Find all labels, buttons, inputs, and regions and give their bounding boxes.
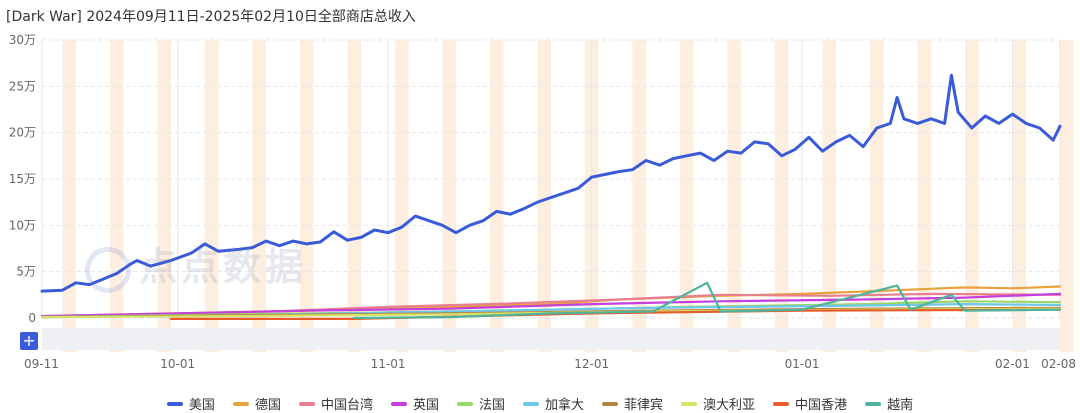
legend-label: 菲律宾 (624, 398, 664, 413)
legend-label: 英国 (412, 398, 439, 413)
legend-swatch (298, 401, 315, 406)
legend-swatch (523, 401, 539, 406)
legend-label: 德国 (254, 398, 281, 413)
legend-swatch (773, 401, 790, 406)
legend-item[interactable]: 澳大利亚 (681, 394, 755, 413)
legend-label: 加拿大 (545, 398, 585, 413)
legend-item[interactable]: 中国台湾 (298, 394, 373, 413)
weekend-band (204, 40, 219, 352)
x-tick-label: 02-08 (1041, 357, 1076, 371)
weekend-band (489, 40, 504, 352)
legend: 美国 德国 中国台湾 英国 法国 加拿大 菲律宾 澳大利亚 中国香港 越南 (0, 394, 1080, 413)
series-line-英国 (40, 292, 1062, 318)
x-tick-label: 09-11 (24, 357, 59, 371)
y-tick-label: 20万 (9, 126, 36, 140)
weekend-band (157, 40, 171, 352)
legend-swatch (865, 401, 882, 406)
watermark-logo-icon (85, 246, 131, 293)
chart-title: [Dark War] 2024年09月11日-2025年02月10日全部商店总收… (6, 9, 416, 25)
legend-item[interactable]: 中国香港 (773, 394, 847, 413)
legend-label: 越南 (887, 398, 914, 413)
series-lines (40, 73, 1062, 320)
weekend-band (774, 40, 789, 352)
weekend-band (964, 40, 979, 352)
zoom-add-button[interactable]: + (20, 332, 38, 350)
y-axis: 0 5万 10万 15万 20万 25万 30万 (9, 33, 36, 325)
legend-label: 中国台湾 (320, 398, 373, 413)
weekend-band (1060, 40, 1074, 352)
y-tick-label: 15万 (9, 172, 36, 186)
y-tick-label: 10万 (9, 218, 36, 232)
legend-swatch (456, 401, 473, 406)
legend-swatch (390, 401, 407, 406)
weekend-band (727, 40, 742, 352)
legend-item[interactable]: 英国 (390, 394, 439, 413)
legend-item[interactable]: 越南 (865, 394, 913, 413)
weekend-band (442, 40, 456, 352)
y-tick-label: 5万 (16, 265, 36, 279)
x-tick-label: 11-01 (371, 357, 406, 371)
weekend-band (394, 40, 409, 352)
grid-lines (41, 39, 1061, 319)
weekend-band (917, 40, 932, 352)
legend-swatch (681, 401, 698, 406)
x-tick-label: 01-01 (785, 357, 820, 371)
legend-swatch (602, 401, 619, 406)
legend-label: 中国香港 (795, 398, 848, 413)
watermark: 点点数据 (85, 236, 307, 293)
legend-label: 美国 (188, 398, 215, 413)
weekend-band (347, 40, 361, 352)
legend-swatch (166, 401, 183, 406)
watermark-text: 点点数据 (139, 245, 308, 289)
x-tick-label: 02-01 (995, 357, 1030, 371)
legend-item[interactable]: 美国 (166, 394, 215, 413)
series-line-越南 (353, 281, 1062, 320)
weekend-band (299, 40, 314, 352)
weekend-shading (62, 40, 1074, 352)
legend-item[interactable]: 法国 (456, 394, 505, 413)
legend-label: 法国 (478, 398, 505, 413)
x-tick-label: 10-01 (160, 357, 195, 371)
y-tick-label: 30万 (9, 33, 36, 47)
y-tick-label: 0 (28, 311, 36, 325)
x-axis: 09-11 10-01 11-01 12-01 01-01 02-01 02-08 (24, 357, 1076, 371)
x-tick-label: 12-01 (574, 357, 609, 371)
weekend-band (679, 40, 694, 352)
weekend-band (62, 40, 76, 352)
weekend-band (822, 40, 837, 352)
legend-item[interactable]: 加拿大 (523, 394, 584, 413)
series-line-美国 (40, 73, 1062, 293)
weekend-band (869, 40, 884, 352)
zoom-slider-track[interactable] (42, 328, 1060, 350)
weekend-band (252, 40, 266, 352)
weekend-band (537, 40, 551, 352)
legend-item[interactable]: 菲律宾 (602, 394, 663, 413)
legend-item[interactable]: 德国 (232, 394, 281, 413)
y-tick-label: 25万 (9, 79, 36, 93)
legend-swatch (232, 401, 249, 406)
legend-label: 澳大利亚 (703, 398, 756, 413)
weekend-band (632, 40, 647, 352)
